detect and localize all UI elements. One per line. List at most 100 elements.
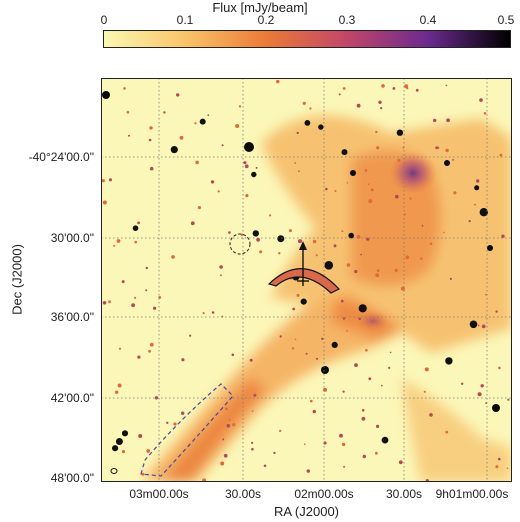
- ra-tick-5: 9h01m00.00s: [435, 487, 509, 501]
- point-source: [398, 460, 403, 465]
- bright-point-source: [487, 245, 493, 251]
- point-source: [477, 324, 480, 327]
- point-source: [220, 461, 225, 466]
- point-source: [392, 87, 396, 90]
- point-source: [249, 358, 253, 362]
- point-source: [498, 457, 501, 461]
- point-sources: [101, 79, 510, 482]
- point-source: [423, 390, 426, 393]
- point-source: [445, 84, 448, 87]
- point-source: [306, 469, 310, 473]
- radio-map: [101, 78, 512, 482]
- point-source: [134, 296, 137, 299]
- point-source: [452, 159, 454, 161]
- point-source: [288, 229, 292, 233]
- point-source: [375, 451, 378, 455]
- point-source: [240, 233, 244, 237]
- point-source: [446, 118, 450, 123]
- point-source: [108, 300, 111, 304]
- point-source: [276, 79, 280, 84]
- point-source: [445, 430, 449, 434]
- point-source: [341, 230, 344, 233]
- point-source: [176, 93, 180, 97]
- point-source: [501, 234, 505, 238]
- point-source: [354, 363, 358, 367]
- point-source: [102, 301, 107, 305]
- point-source: [365, 348, 368, 352]
- point-source: [346, 182, 349, 184]
- point-source: [389, 351, 392, 354]
- point-source: [362, 454, 366, 459]
- point-source: [181, 358, 185, 362]
- point-source: [194, 122, 197, 125]
- x-axis-label: RA (J2000): [273, 504, 340, 519]
- point-source: [263, 464, 267, 468]
- point-source: [468, 220, 471, 223]
- bright-point-source: [492, 404, 500, 412]
- point-source: [181, 411, 185, 415]
- point-source: [443, 231, 445, 234]
- emission-peak: [389, 151, 437, 195]
- point-source: [485, 293, 487, 296]
- arrow-head: [299, 241, 307, 250]
- dec-tick-2: 30'00.0": [50, 231, 94, 245]
- bright-point-source: [350, 170, 356, 176]
- point-source: [420, 257, 423, 260]
- point-source: [378, 100, 382, 104]
- ra-tick-1: 03m00.00s: [129, 487, 189, 501]
- point-source: [315, 357, 319, 360]
- point-source: [304, 120, 311, 126]
- point-source: [132, 225, 139, 231]
- point-source: [376, 146, 380, 150]
- point-source: [415, 88, 419, 92]
- point-source: [302, 101, 306, 105]
- ra-tick-2: 30.00s: [224, 487, 262, 501]
- point-source: [366, 237, 370, 241]
- point-source: [304, 443, 306, 446]
- point-source: [429, 242, 433, 246]
- point-source: [173, 422, 177, 426]
- point-source: [479, 208, 488, 217]
- point-source: [380, 107, 383, 110]
- point-source: [291, 347, 295, 350]
- dec-tick-3: 36'00.0": [50, 310, 94, 324]
- point-source: [507, 398, 510, 401]
- point-source: [179, 135, 184, 140]
- point-source: [479, 98, 483, 102]
- point-source: [149, 342, 154, 347]
- point-source: [244, 164, 249, 169]
- point-source: [148, 349, 151, 353]
- colorbar-tick-2: 0.2: [257, 13, 275, 27]
- point-source: [219, 265, 223, 269]
- point-source: [112, 445, 119, 452]
- bright-point-source: [444, 160, 450, 166]
- point-source: [102, 200, 107, 205]
- point-source: [325, 187, 328, 191]
- point-source: [341, 442, 346, 447]
- point-source: [310, 399, 313, 403]
- point-source: [474, 185, 480, 191]
- point-source: [300, 298, 307, 305]
- point-source: [251, 447, 254, 451]
- point-source: [429, 413, 433, 417]
- point-source: [342, 390, 345, 393]
- point-source: [333, 244, 337, 248]
- point-source: [225, 407, 228, 411]
- point-source: [228, 418, 231, 421]
- point-source: [121, 450, 126, 454]
- point-source: [277, 235, 285, 243]
- point-source: [269, 214, 272, 217]
- point-source: [397, 158, 401, 162]
- point-source: [469, 320, 478, 329]
- point-source: [485, 402, 487, 404]
- point-source: [255, 166, 258, 169]
- point-source: [346, 263, 351, 267]
- point-source: [118, 347, 122, 350]
- point-source: [305, 352, 308, 355]
- point-source: [381, 84, 385, 88]
- point-source: [364, 169, 368, 172]
- point-source: [405, 255, 410, 260]
- point-source: [163, 111, 166, 114]
- point-source: [321, 337, 324, 340]
- colorbar-tick-3: 0.3: [338, 13, 356, 27]
